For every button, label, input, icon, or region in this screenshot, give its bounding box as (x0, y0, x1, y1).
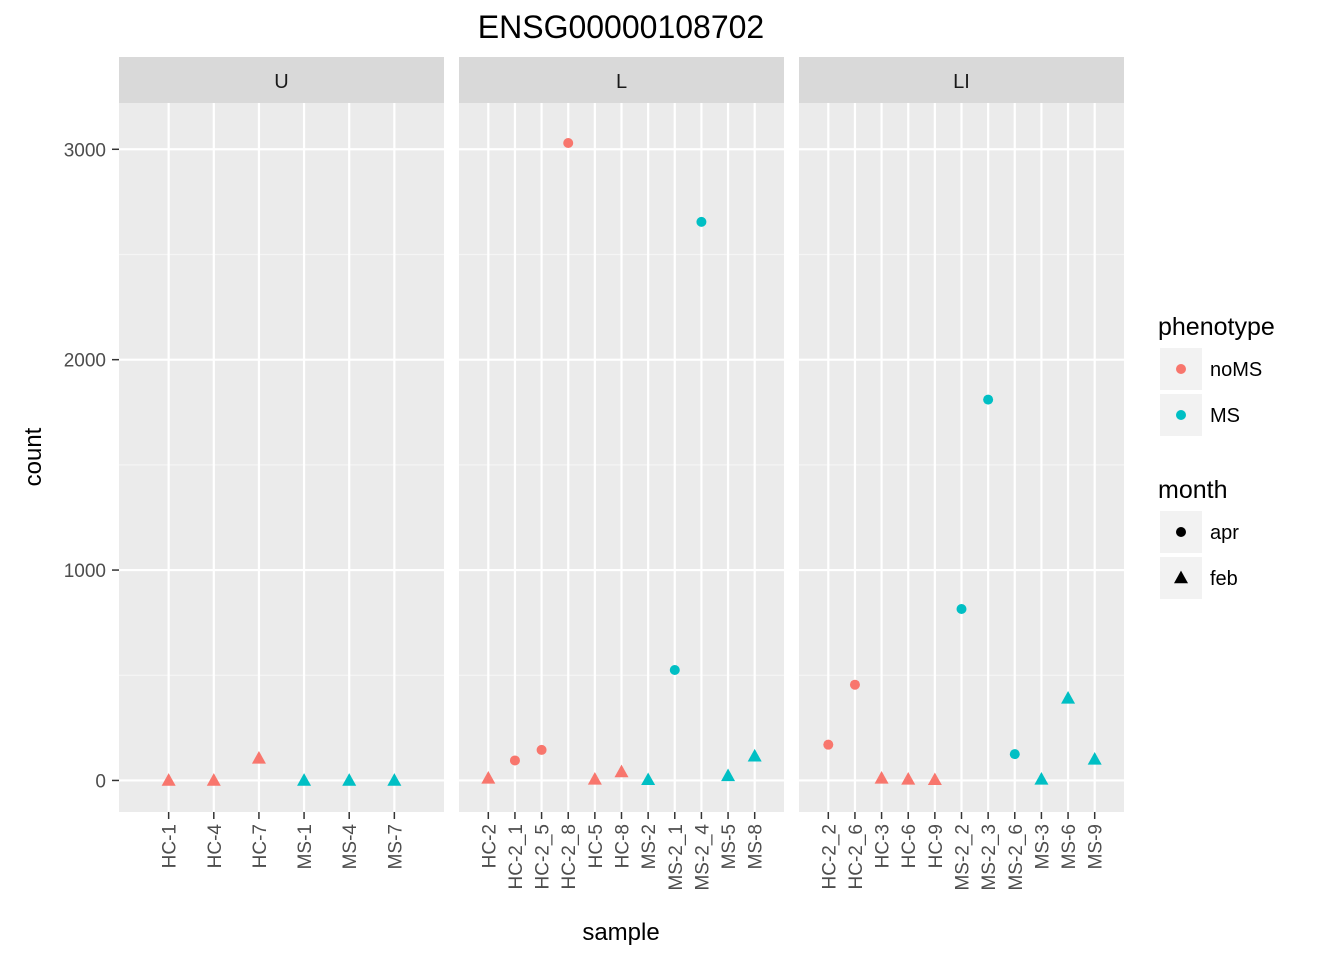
legend-symbol (1176, 410, 1186, 420)
data-point (614, 764, 629, 778)
y-tick-label: 0 (95, 771, 106, 792)
legend: phenotype noMS MS month apr feb (1158, 313, 1275, 599)
y-axis-title: count (20, 427, 47, 486)
legend-month: month apr feb (1158, 476, 1239, 599)
y-tick-label: 1000 (64, 561, 106, 582)
legend-label: noMS (1210, 359, 1262, 381)
facet-panel-u: U HC-1 HC-4 HC-7 MS-1 MS-4 MS-7 (119, 57, 444, 869)
data-point (956, 603, 967, 614)
data-point (342, 773, 357, 786)
data-point (161, 773, 176, 786)
data-point (849, 679, 860, 690)
x-tick-label: MS-2 (639, 824, 660, 869)
data-point (1087, 752, 1102, 765)
x-tick-label: MS-8 (746, 824, 767, 869)
data-point (536, 744, 547, 755)
x-tick-label: MS-2_3 (979, 824, 1000, 891)
x-tick-label: HC-3 (873, 824, 894, 868)
facet-strip (459, 57, 784, 103)
facet-panels: U HC-1 HC-4 HC-7 MS-1 MS-4 MS-7 L HC-2 HC-2_1 HC-2… (119, 57, 1124, 891)
x-tick-label: HC-7 (250, 824, 271, 868)
x-tick-label: HC-2_6 (846, 824, 867, 889)
data-point (747, 748, 762, 762)
data-point (297, 773, 312, 786)
legend-symbol (1174, 570, 1188, 584)
y-tick-label: 2000 (64, 351, 106, 372)
x-tick-label: MS-9 (1086, 824, 1107, 869)
x-tick-label: HC-8 (613, 824, 634, 868)
x-tick-label: MS-6 (1059, 824, 1080, 869)
data-point (206, 773, 221, 786)
x-tick-label: HC-6 (899, 824, 920, 868)
data-point (481, 770, 496, 784)
x-tick-label: MS-2_1 (666, 824, 687, 891)
x-tick-label: HC-4 (205, 824, 226, 869)
facet-panel-li: LI HC-2_2 HC-2_6 HC-3 HC-6 HC-9 MS-2_2 MS-2_3 MS… (799, 57, 1124, 891)
y-axis: 0 1000 2000 3000 (64, 140, 119, 792)
data-point (1034, 772, 1049, 785)
x-tick-label: MS-2_2 (953, 824, 974, 891)
legend-symbol (1176, 527, 1186, 537)
x-tick-label: MS-4 (340, 824, 361, 870)
x-tick-label: HC-5 (586, 824, 607, 868)
facet-strip-label: LI (953, 71, 970, 93)
facet-strip (799, 57, 1124, 103)
legend-label: feb (1210, 568, 1238, 590)
data-point (696, 216, 707, 227)
facet-panel-l: L HC-2 HC-2_1 HC-2_5 HC-2_8 HC-5 HC-8 MS-2 MS-2_… (459, 57, 784, 891)
x-axis-title: sample (582, 919, 659, 946)
data-point (901, 772, 916, 785)
data-point (587, 772, 602, 785)
x-tick-label: HC-9 (926, 824, 947, 868)
legend-title: phenotype (1158, 313, 1275, 341)
legend-title: month (1158, 476, 1227, 504)
x-tick-label: HC-2_8 (559, 824, 580, 889)
data-point (721, 768, 736, 782)
x-tick-label: MS-7 (385, 824, 406, 869)
x-tick-label: HC-2_2 (819, 824, 840, 889)
data-point (874, 770, 889, 784)
x-tick-label: MS-2_6 (1006, 824, 1027, 891)
legend-symbol (1176, 364, 1186, 374)
data-point (387, 773, 402, 786)
data-point (563, 137, 574, 148)
data-point (823, 739, 834, 750)
data-point (509, 755, 520, 766)
legend-label: apr (1210, 522, 1239, 544)
x-tick-label: HC-2_5 (533, 824, 554, 889)
x-tick-label: HC-2 (479, 824, 500, 868)
x-tick-label: MS-1 (295, 824, 316, 869)
chart-title: ENSG00000108702 (478, 9, 764, 45)
data-point (251, 751, 266, 764)
legend-phenotype: phenotype noMS MS (1158, 313, 1275, 436)
data-point (669, 664, 680, 675)
x-tick-label: MS-3 (1032, 824, 1053, 869)
facet-strip (119, 57, 444, 103)
y-tick-label: 3000 (64, 140, 106, 161)
data-point (1009, 749, 1020, 760)
data-point (641, 772, 656, 786)
facet-strip-label: U (274, 71, 288, 93)
x-tick-label: HC-2_1 (506, 824, 527, 889)
data-point (927, 772, 942, 786)
x-tick-label: MS-5 (719, 824, 740, 869)
data-point (983, 394, 994, 405)
x-tick-label: HC-1 (160, 824, 181, 868)
facet-strip-label: L (616, 71, 627, 93)
data-point (1061, 691, 1076, 704)
legend-label: MS (1210, 405, 1240, 427)
panel-background (119, 103, 444, 812)
x-tick-label: MS-2_4 (692, 824, 713, 891)
